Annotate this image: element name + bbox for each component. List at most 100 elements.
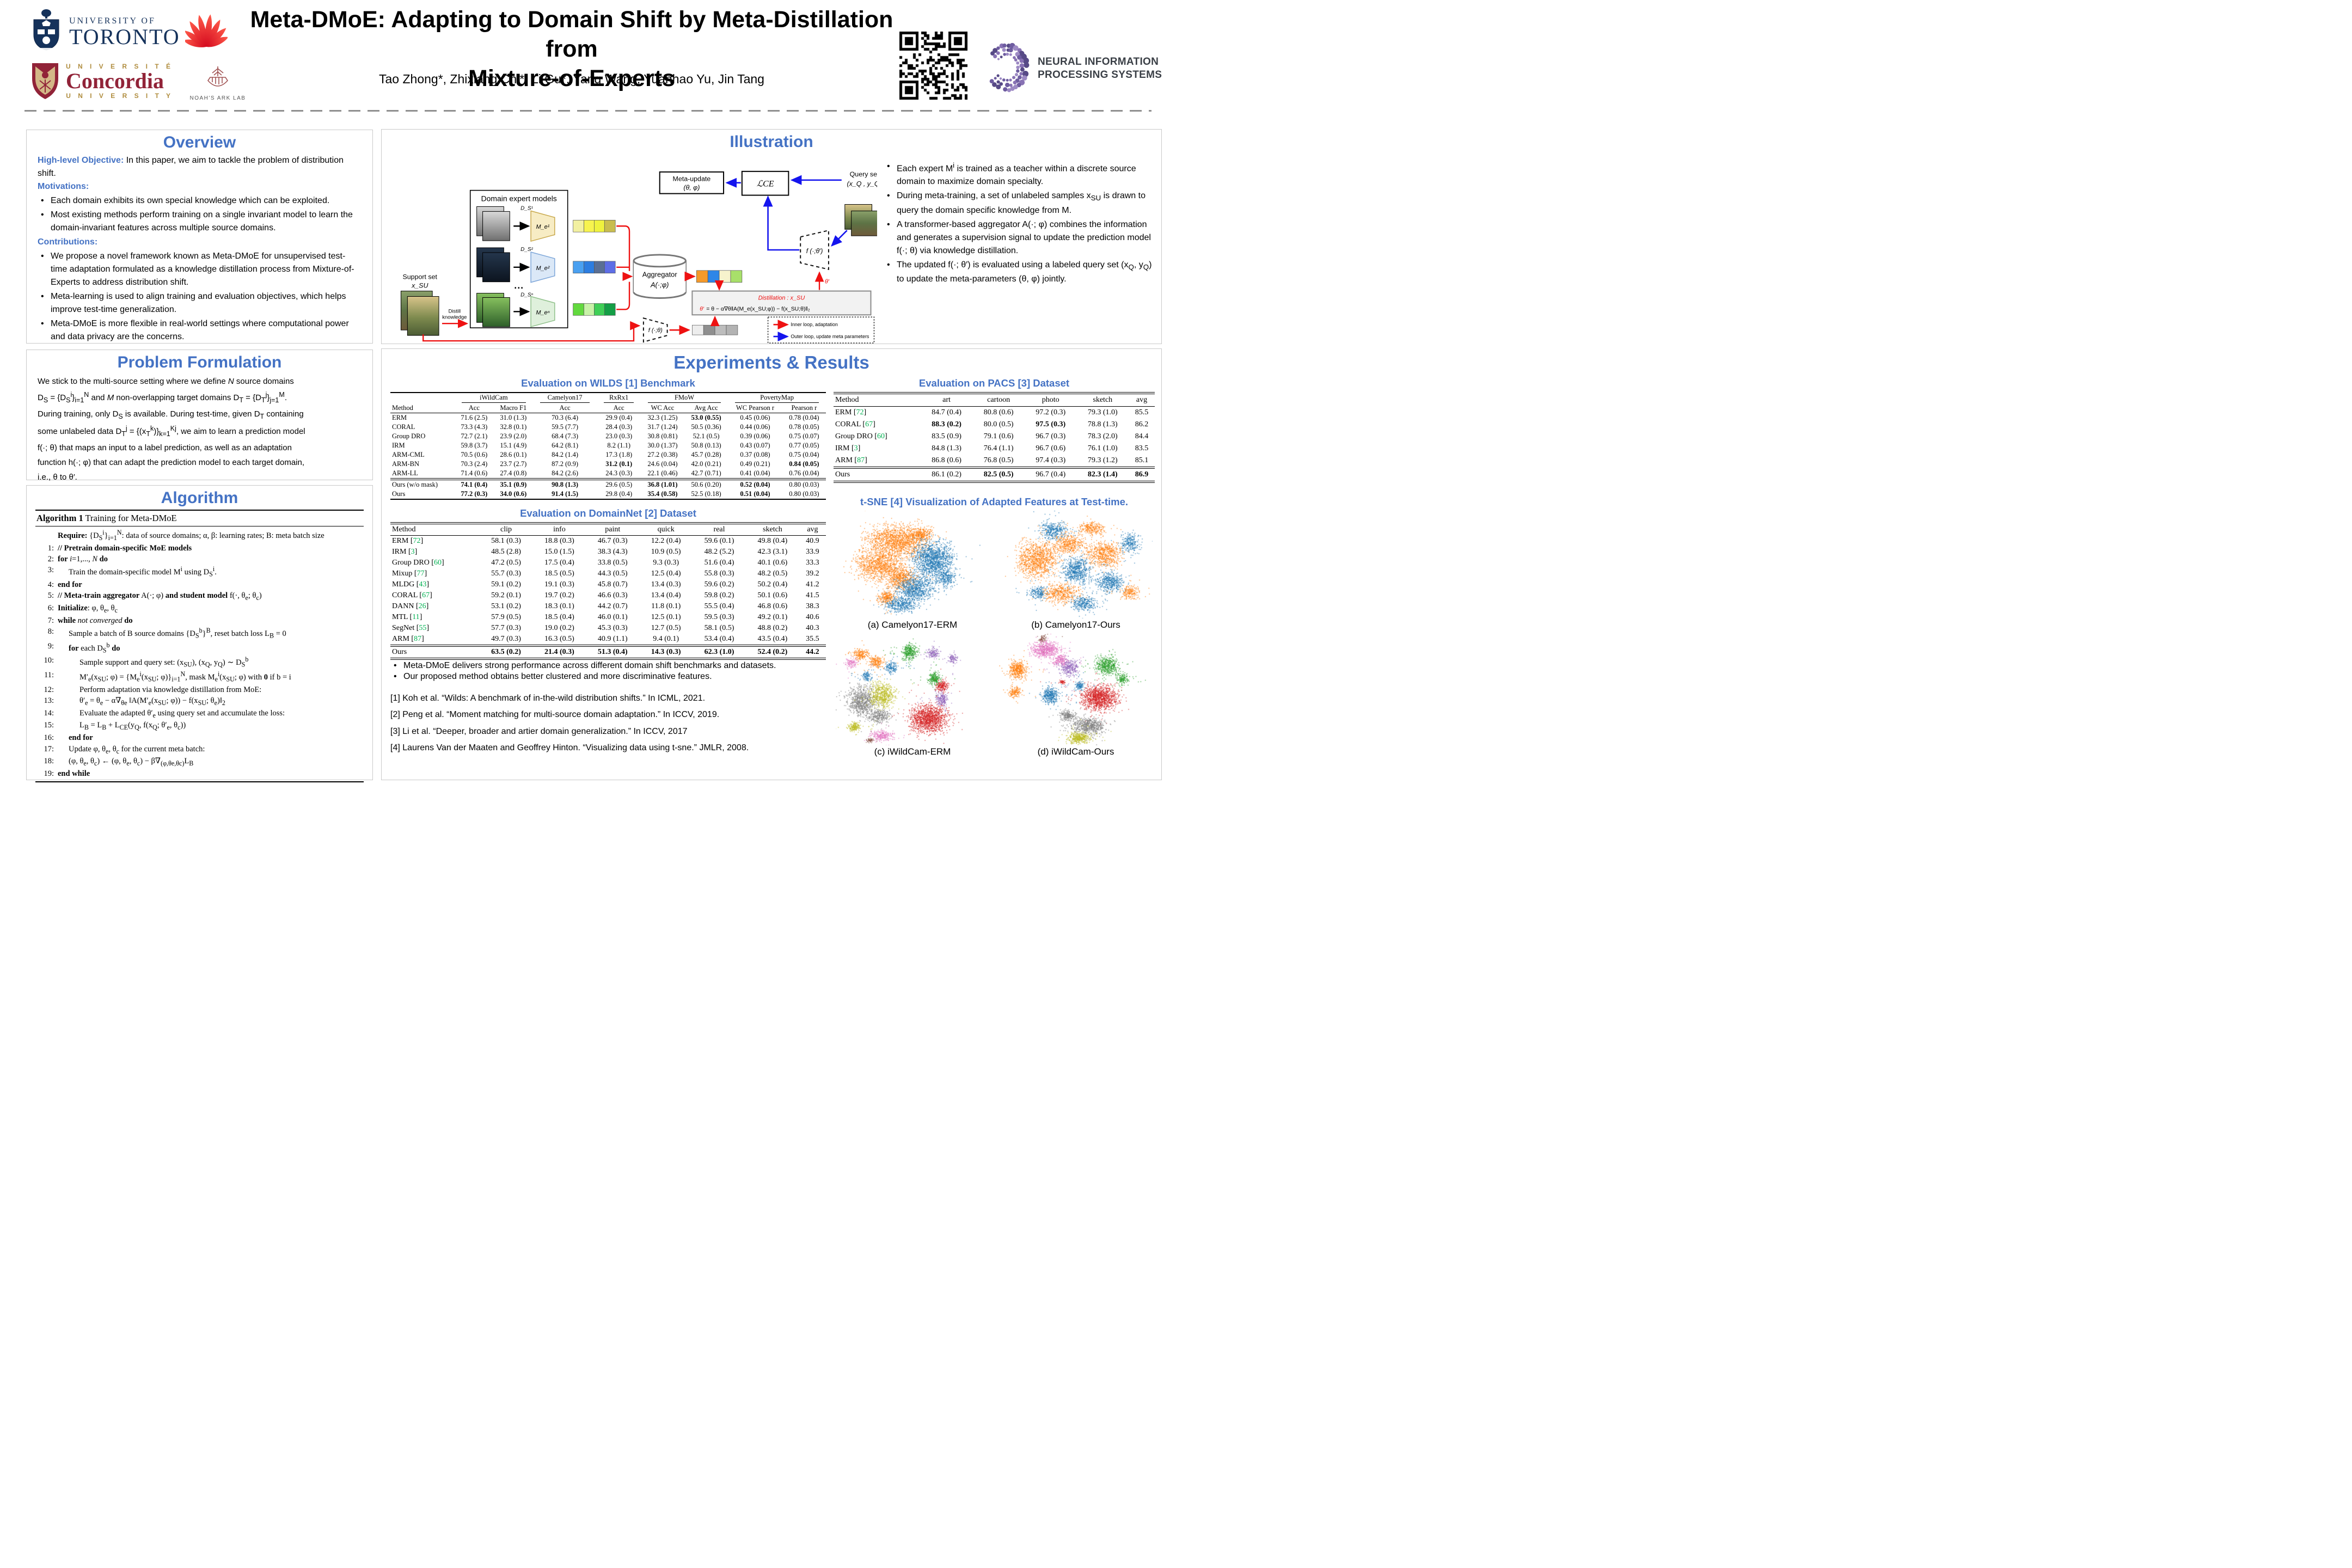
list-item: Meta-DMoE is more flexible in real-world… bbox=[38, 317, 362, 344]
table-row: CORAL [67] 88.3 (0.2) 80.0 (0.5) 97.5 (0.3)… bbox=[834, 419, 1155, 431]
expert-mn-label: M_eⁿ bbox=[536, 309, 549, 316]
table-header-cell: Method bbox=[390, 523, 480, 536]
neurips-dot bbox=[1003, 53, 1006, 56]
table-cell: 51.6 (0.4) bbox=[704, 559, 734, 567]
neurips-dot bbox=[1014, 58, 1018, 62]
table-header-cell: FMoW bbox=[641, 393, 728, 403]
table-cell: 27.2 (0.38) bbox=[647, 451, 678, 458]
tsne-scatter-camelyon-erm bbox=[836, 511, 989, 618]
table-cell: 44.2 bbox=[799, 645, 826, 659]
table-cell: 28.4 (0.3) bbox=[605, 423, 633, 431]
table-cell: ERM bbox=[392, 414, 407, 421]
problem-line: function h(·; φ) that can adapt the pred… bbox=[38, 457, 305, 467]
neurips-line1: NEURAL INFORMATION bbox=[1038, 56, 1159, 68]
table-cell: 0.80 (0.03) bbox=[782, 478, 826, 489]
table-cell: 73.3 (4.3) bbox=[461, 423, 488, 431]
pacs-caption: Evaluation on PACS [3] Dataset bbox=[918, 377, 1070, 389]
uoft-line2: TORONTO bbox=[69, 24, 180, 49]
table-cell: 70.3 (2.4) bbox=[461, 460, 488, 468]
algorithm-line: 15: LB = LB + LCE(yQ, f(xQ; θ′e, θc)) bbox=[44, 721, 186, 732]
table-cell: 11.8 (0.1) bbox=[651, 602, 681, 610]
table-cell: Ours bbox=[392, 490, 406, 498]
lce-box: ℒCE bbox=[741, 170, 789, 196]
experiments-title: Experiments & Results bbox=[673, 352, 869, 372]
table-cell: 52.4 (0.2) bbox=[745, 645, 799, 659]
theta-prime-label: θ′ bbox=[825, 279, 830, 285]
neurips-dot bbox=[1006, 52, 1009, 56]
table-cell: 42.7 (0.71) bbox=[691, 469, 721, 477]
table-cell: 48.5 (2.8) bbox=[491, 548, 521, 556]
table-header-cell: paint bbox=[586, 523, 640, 536]
table-cell: 55.8 (0.3) bbox=[704, 569, 734, 578]
table-cell: 86.1 (0.2) bbox=[920, 467, 973, 482]
table-cell: 35.4 (0.58) bbox=[647, 490, 678, 498]
table-header-cell: Pearson r bbox=[782, 403, 826, 413]
table-row: Ours 63.5 (0.2) 21.4 (0.3) 51.3 (0.4) 14.3 (… bbox=[390, 645, 826, 659]
table-cell: 19.0 (0.2) bbox=[544, 624, 574, 632]
table-cell: MTL [11] bbox=[392, 613, 422, 621]
student-feature-bar bbox=[692, 324, 738, 335]
list-item: Each expert Mi is trained as a teacher w… bbox=[884, 160, 1155, 188]
table-row: IRM [3] 84.8 (1.3) 76.4 (1.1) 96.7 (0.6) 76.… bbox=[834, 443, 1155, 455]
table-cell: 24.3 (0.3) bbox=[605, 469, 633, 477]
ellipsis: ··· bbox=[514, 283, 524, 293]
aggregated-feature-bar bbox=[696, 270, 743, 283]
neurips-dot bbox=[1017, 55, 1022, 60]
table-row: CORAL [67] 59.2 (0.1) 19.7 (0.2) 46.6 (0.3)… bbox=[390, 590, 826, 601]
table-row: CORAL 73.3 (4.3) 32.8 (0.1) 59.5 (7.7) 28.4 … bbox=[390, 422, 826, 432]
legend-inner-label: Inner loop, adaptation bbox=[791, 322, 837, 327]
distillation-title: Distillation : x_SU bbox=[758, 295, 805, 301]
table-header-cell: sketch bbox=[1076, 393, 1129, 407]
query-to-adapted-arrow bbox=[831, 230, 848, 247]
table-cell: 0.41 (0.04) bbox=[740, 469, 770, 477]
table-cell: 14.3 (0.3) bbox=[639, 645, 693, 659]
table-cell: 42.0 (0.21) bbox=[691, 460, 721, 468]
table-cell: 59.5 (7.7) bbox=[552, 423, 579, 431]
table-cell: 38.3 (4.3) bbox=[597, 548, 628, 556]
table-cell: 0.51 (0.04) bbox=[740, 490, 770, 498]
table-cell: 63.5 (0.2) bbox=[479, 645, 533, 659]
algorithm-lines: 1:// Pretrain domain-specific MoE models… bbox=[35, 543, 364, 780]
support-set-label: Support set bbox=[403, 273, 438, 281]
list-item: Meta-learning is used to align training … bbox=[38, 290, 362, 316]
neurips-dot bbox=[1013, 45, 1019, 51]
table-cell: ERM [72] bbox=[392, 537, 424, 545]
neurips-dot bbox=[1007, 88, 1012, 93]
neurips-dot bbox=[996, 51, 1000, 55]
expert-box-title: Domain expert models bbox=[481, 194, 557, 203]
table-cell: 71.6 (2.5) bbox=[461, 414, 488, 421]
objective-label: High-level Objective: bbox=[38, 156, 124, 165]
table-cell: 78.8 (1.3) bbox=[1087, 420, 1118, 428]
table-cell: Mixup [77] bbox=[392, 569, 427, 578]
motivations-label: Motivations: bbox=[38, 182, 89, 191]
table-cell: Ours (w/o mask) bbox=[390, 478, 455, 489]
table-header-cell: Method bbox=[834, 393, 921, 407]
table-cell: 96.7 (0.3) bbox=[1036, 432, 1066, 440]
table-row: MLDG [43] 59.1 (0.2) 19.1 (0.3) 45.8 (0.7) 1… bbox=[390, 579, 826, 590]
concordia-line2: Concordia bbox=[66, 69, 164, 93]
algorithm-line: 19: end while bbox=[44, 769, 90, 779]
illustration-bullets: Each expert Mi is trained as a teacher w… bbox=[884, 159, 1155, 287]
table-cell: SegNet [55] bbox=[392, 624, 430, 632]
table-cell: 23.9 (2.0) bbox=[500, 432, 527, 440]
table-cell: 62.3 (1.0) bbox=[693, 645, 746, 659]
list-item: A transformer-based aggregator A(·; φ) c… bbox=[884, 218, 1155, 258]
table-cell: ARM [87] bbox=[392, 635, 424, 643]
reference-item: [1] Koh et al. “Wilds: A benchmark of in… bbox=[390, 694, 706, 703]
table-cell: 32.3 (1.25) bbox=[647, 414, 678, 421]
table-cell: 44.3 (0.5) bbox=[597, 569, 628, 578]
list-item: Meta-DMoE delivers strong performance ac… bbox=[390, 661, 826, 671]
table-cell: 0.80 (0.03) bbox=[789, 490, 819, 498]
neurips-dot bbox=[1019, 72, 1023, 76]
table-cell: 10.9 (0.5) bbox=[651, 548, 681, 556]
table-cell: 82.5 (0.5) bbox=[972, 467, 1025, 482]
table-cell: 0.39 (0.06) bbox=[740, 432, 770, 440]
table-row: Group DRO [60] 47.2 (0.5) 17.5 (0.4) 33.8 (… bbox=[390, 558, 826, 568]
table-cell: 40.9 bbox=[806, 537, 819, 545]
table-cell: 0.75 (0.04) bbox=[789, 451, 819, 458]
table-cell: 18.5 (0.5) bbox=[544, 569, 574, 578]
problem-text: We stick to the multi-source setting whe… bbox=[27, 374, 372, 485]
table-cell: 35.1 (0.9) bbox=[493, 478, 533, 489]
table-cell: 24.6 (0.04) bbox=[647, 460, 678, 468]
overview-panel: Overview High-level Objective: In this p… bbox=[26, 130, 373, 344]
